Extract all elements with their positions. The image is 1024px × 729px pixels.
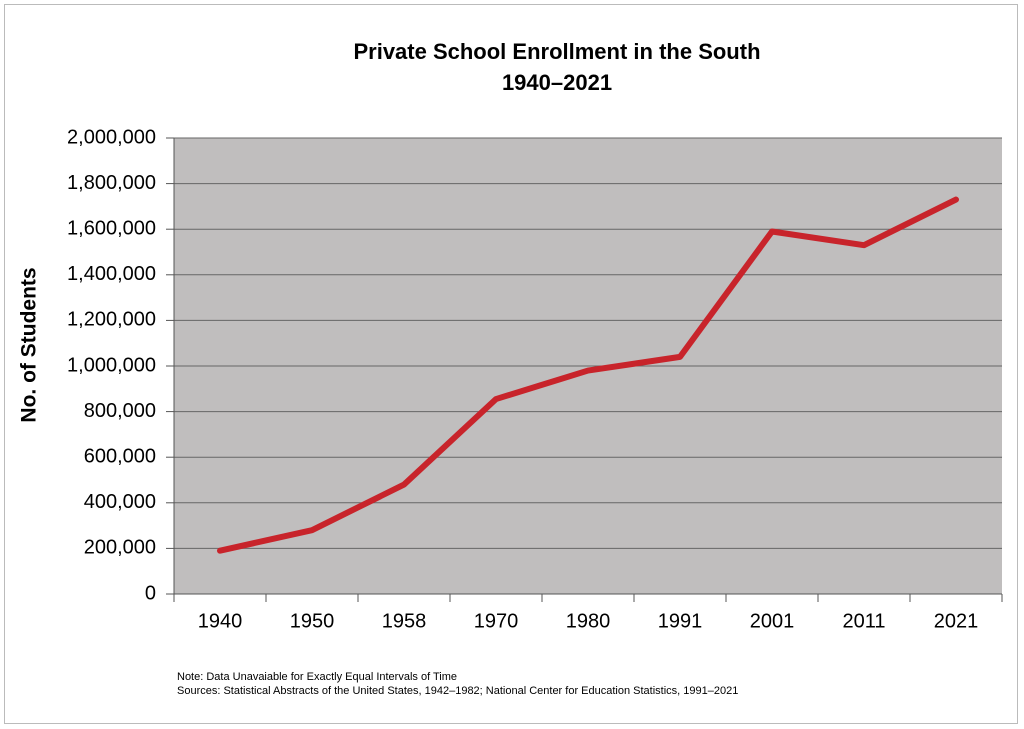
- y-tick-label: 2,000,000: [67, 126, 156, 148]
- chart-title: Private School Enrollment in the South: [353, 39, 760, 64]
- x-tick-label: 1970: [474, 610, 519, 632]
- x-tick-label: 1991: [658, 610, 703, 632]
- x-tick-label: 2021: [934, 610, 979, 632]
- y-tick-label: 800,000: [84, 400, 156, 422]
- y-tick-label: 0: [145, 582, 156, 604]
- line-series: [217, 196, 959, 554]
- sources: Sources: Statistical Abstracts of the Un…: [177, 685, 738, 697]
- x-tick-label: 1940: [198, 610, 243, 632]
- y-tick-label: 1,200,000: [67, 309, 156, 331]
- y-tick-label: 1,000,000: [67, 354, 156, 376]
- y-tick-label: 400,000: [84, 491, 156, 513]
- y-tick-label: 1,600,000: [67, 217, 156, 239]
- y-tick-label: 200,000: [84, 537, 156, 559]
- y-tick-label: 1,800,000: [67, 172, 156, 194]
- chart-subtitle: 1940–2021: [502, 70, 612, 95]
- note: Note: Data Unavaiable for Exactly Equal …: [177, 671, 457, 683]
- x-tick-label: 1980: [566, 610, 611, 632]
- x-tick-label: 2001: [750, 610, 795, 632]
- x-tick-label: 2011: [842, 610, 885, 632]
- x-tick-label: 1950: [290, 610, 335, 632]
- y-tick-label: 1,400,000: [67, 263, 156, 285]
- y-tick-label: 600,000: [84, 445, 156, 467]
- y-axis-label: No. of Students: [18, 267, 41, 422]
- x-tick-label: 1958: [382, 610, 427, 632]
